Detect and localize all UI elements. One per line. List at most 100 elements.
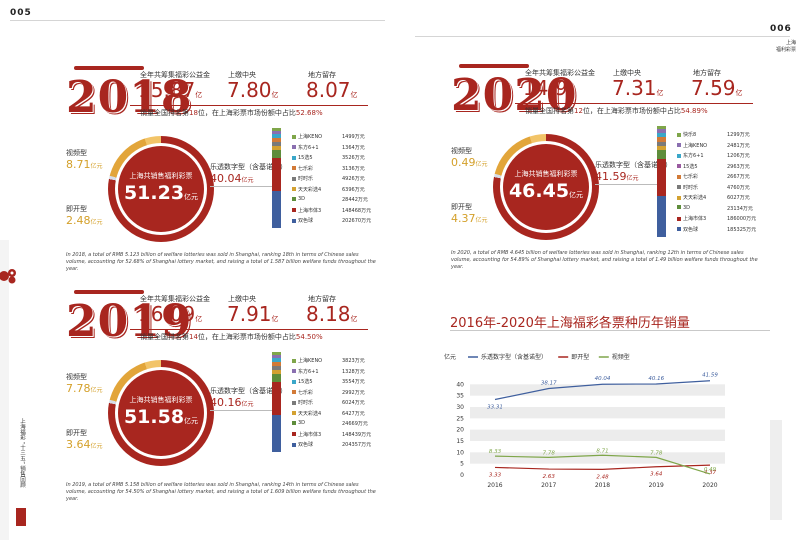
corner-line-2: 福利彩票 [775, 47, 796, 53]
game-value: 3526万元 [342, 155, 365, 161]
kpi-total-value: 16.09 [138, 302, 196, 326]
game-value: 3823万元 [342, 358, 365, 364]
market-share: 54.89% [680, 107, 708, 115]
bar-seg-bottom [272, 191, 281, 229]
center-value: 51.23 [123, 182, 185, 204]
center-total: 51.58亿元 [118, 406, 204, 428]
center-total: 51.23亿元 [118, 182, 204, 204]
grid-band [470, 429, 725, 441]
game-name: 天天彩选4 [298, 186, 322, 193]
games-stacked-bar [272, 352, 283, 453]
chart-title: 2016年-2020年上海福彩各票种历年销量 [450, 316, 690, 331]
legend-swatch [677, 164, 681, 168]
market-share: 54.50% [295, 333, 323, 341]
game-value: 23134万元 [727, 205, 753, 212]
kpi-local-unit: 亿 [350, 315, 358, 323]
grid-band [470, 452, 725, 464]
instant-unit: 亿元 [475, 217, 488, 224]
video-label: 视频型 [66, 149, 87, 157]
kpi-local: 8.18亿 [306, 304, 358, 325]
game-legend-item: 天天彩选4 6396万元 [292, 186, 365, 193]
center-value: 46.45 [508, 180, 570, 202]
bar-seg [272, 131, 281, 134]
game-name: 双色球 [298, 442, 314, 448]
game-name: 时时乐 [683, 184, 699, 191]
bar-seg [272, 362, 281, 367]
lotto-amount: 40.16亿元 [210, 396, 254, 409]
kpi-local-label: 地方留存 [308, 295, 336, 303]
rank-prefix: 销量全国排名第 [525, 107, 574, 115]
game-value: 28442万元 [342, 197, 368, 203]
game-name: 天天彩选4 [683, 195, 707, 201]
video-value: 7.78 [66, 382, 91, 395]
game-name: 天天彩选4 [298, 410, 322, 417]
kpi-total-unit: 亿 [195, 315, 203, 323]
legend-swatch [292, 379, 296, 384]
instant-amount: 2.48亿元 [66, 214, 103, 227]
video-unit: 亿元 [475, 161, 488, 168]
lotto-label: 乐透数字型（含基诺型） [210, 163, 287, 171]
game-legend-item: 天天彩选4 6427万元 [292, 410, 365, 417]
game-value: 202670万元 [342, 218, 372, 224]
lotto-amount: 40.04亿元 [210, 172, 254, 185]
kpi-local: 8.07亿 [306, 80, 358, 101]
right-page-number: 006 [770, 24, 792, 34]
game-legend-item: 七乐彩 2667万元 [677, 173, 750, 180]
kpi-central-unit: 亿 [656, 89, 664, 97]
data-label: 40.04 [595, 376, 611, 382]
lotto-unit: 亿元 [241, 401, 254, 408]
bar-seg [272, 382, 281, 416]
data-label: 8.71 [596, 448, 608, 454]
bar-seg [657, 159, 666, 196]
game-name: 时时乐 [298, 176, 314, 182]
legend-swatch [292, 358, 296, 363]
y-tick-label: 35 [456, 393, 464, 400]
rank-prefix: 销量全国排名第 [140, 109, 189, 117]
bar-seg [272, 366, 281, 371]
game-legend-item: 15选5 2963万元 [677, 163, 750, 170]
year-accent-bar [74, 66, 144, 70]
data-label: 4.37 [704, 470, 717, 476]
game-value: 6027万元 [727, 195, 750, 201]
center-label: 上海共销售福利彩票 [514, 170, 578, 178]
legend-swatch [292, 218, 296, 223]
game-value: 204357万元 [342, 442, 372, 448]
bar-seg-top [272, 352, 281, 355]
video-unit: 亿元 [90, 387, 103, 394]
series-line [494, 380, 711, 401]
kpi-total-value: 14.9 [523, 76, 568, 100]
bar-seg [272, 142, 281, 147]
y-tick-label: 5 [460, 461, 464, 468]
lotto-label: 乐透数字型（含基诺型） [595, 161, 672, 169]
legend-swatch [677, 227, 681, 231]
kpi-total-label: 全年共筹集福彩公益金 [140, 71, 210, 79]
game-name: 3D [298, 196, 306, 202]
y-tick-label: 15 [456, 438, 464, 445]
game-value: 1299万元 [727, 132, 750, 138]
kpi-central-value: 7.31 [612, 76, 657, 100]
rank-number: 14 [189, 333, 198, 341]
game-name: 七乐彩 [298, 389, 314, 396]
lotto-value: 41.59 [595, 170, 627, 183]
game-value: 4760万元 [727, 184, 750, 191]
welfare-logo-icon [0, 265, 20, 287]
legend-label: 视频型 [612, 353, 630, 361]
game-name: 3D [298, 420, 306, 426]
instant-label: 即开型 [66, 429, 87, 437]
bar-seg-top [272, 128, 281, 131]
market-share: 52.68% [295, 109, 323, 117]
legend-swatch [292, 411, 296, 415]
game-name: 上海市体3 [298, 431, 322, 438]
video-amount: 0.49亿元 [451, 156, 488, 169]
legend-swatch [292, 208, 296, 212]
rank-prefix: 销量全国排名第 [140, 333, 189, 341]
games-stacked-bar [657, 126, 668, 237]
game-legend-item: 上海KENO 1499万元 [292, 133, 365, 140]
game-value: 148439万元 [342, 431, 372, 438]
center-value: 51.58 [123, 406, 185, 428]
year-accent-bar [74, 290, 144, 294]
center-unit: 亿元 [569, 191, 584, 199]
kpi-central-label: 上缴中央 [228, 71, 256, 79]
game-legend-item: 3D 24669万元 [292, 420, 368, 427]
kpi-divider [130, 329, 368, 330]
